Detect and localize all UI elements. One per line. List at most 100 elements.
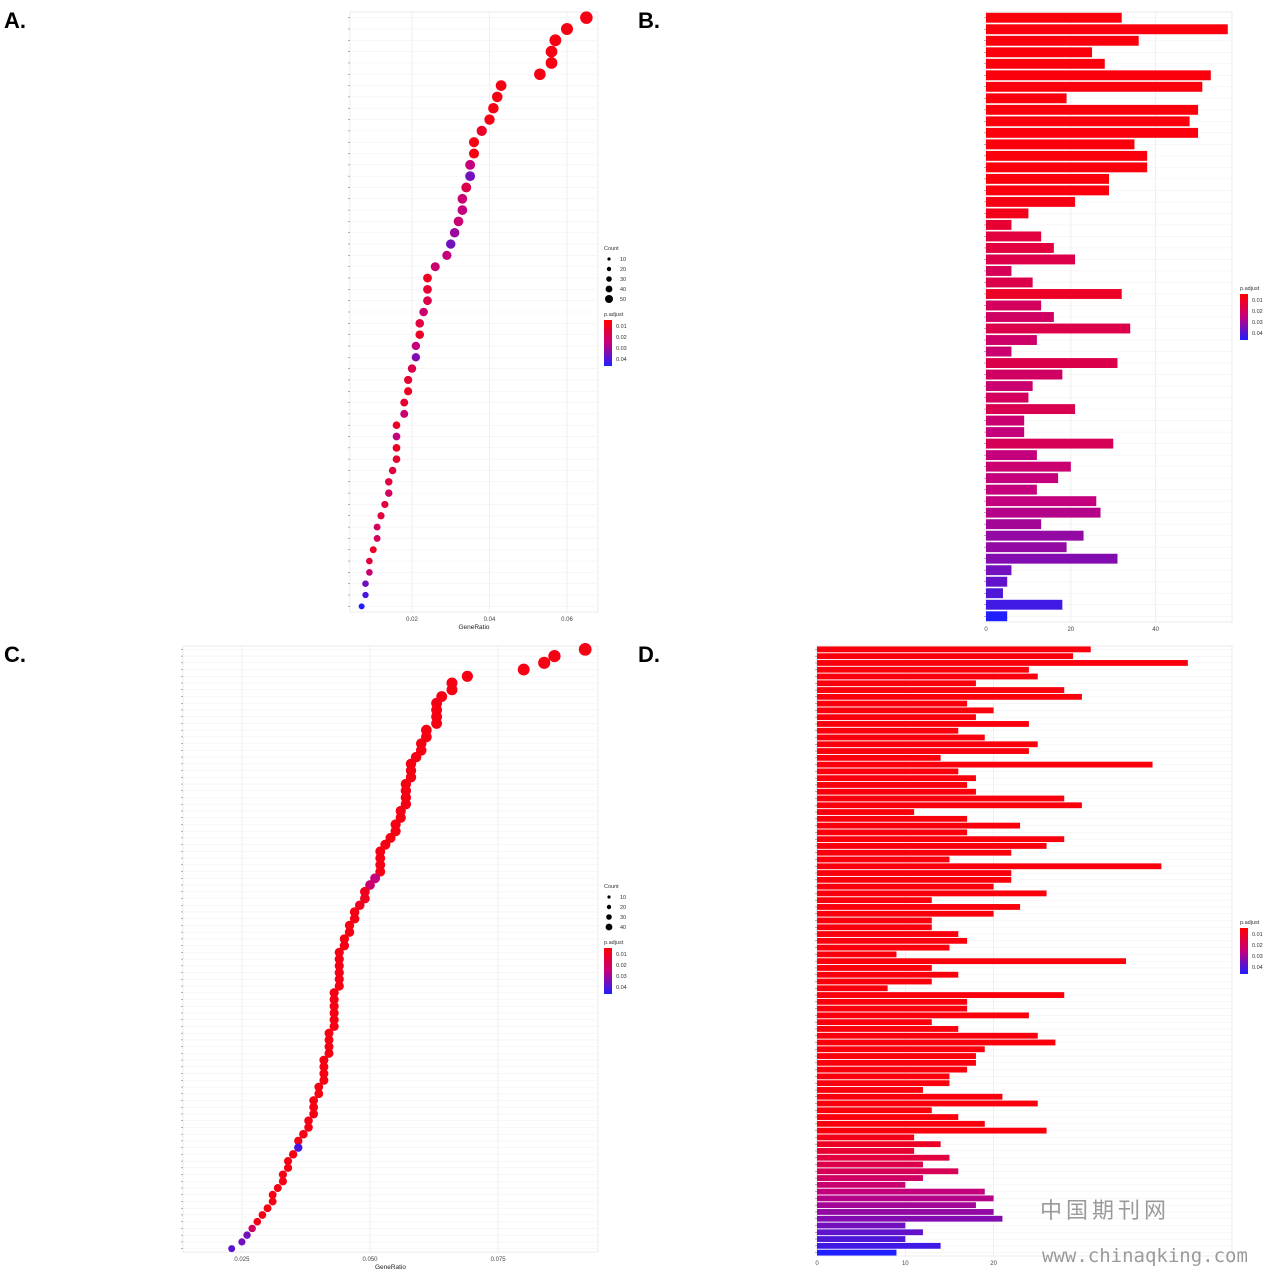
panel-c-dot xyxy=(578,642,592,656)
panel-b-bar xyxy=(986,104,1199,115)
panel-b-x-tick-label: 0 xyxy=(984,627,988,633)
panel-d-bar xyxy=(817,1181,906,1188)
watermark-chinese: 中国期刊网 xyxy=(1040,1199,1170,1224)
panel-d-bar xyxy=(817,897,932,904)
panel-c-dot xyxy=(354,900,365,911)
panel-c-dot xyxy=(304,1123,313,1132)
panel-b-padj-legend-label: 0.01 xyxy=(1252,298,1263,304)
panel-a-dot xyxy=(534,68,546,81)
panel-d-bar xyxy=(817,829,968,836)
panel-d-padj-legend-title: p.adjust xyxy=(1240,920,1260,926)
panel-a-x-tick-label: 0.02 xyxy=(406,617,418,623)
panel-c-dot xyxy=(319,1062,329,1072)
panel-d-letter: D. xyxy=(638,642,660,667)
panel-b-bar xyxy=(986,289,1122,299)
panel-a-dot xyxy=(495,80,507,91)
panel-c-count-legend-dot xyxy=(606,904,612,910)
panel-b-bar xyxy=(986,12,1122,23)
panel-a-dot xyxy=(366,557,373,565)
panel-d-bar xyxy=(817,815,968,822)
panel-c-dot xyxy=(329,1001,339,1011)
panel-c-dot xyxy=(309,1096,319,1105)
panel-a-dot xyxy=(430,262,440,272)
panel-d-bar xyxy=(817,958,1127,965)
panel-d-bar xyxy=(817,646,1091,653)
panel-b-bar xyxy=(986,139,1135,150)
panel-d-x-tick-label: 20 xyxy=(990,1261,997,1267)
panel-d-bar xyxy=(817,1019,932,1026)
panel-a-dot xyxy=(468,148,480,159)
panel-d-bar xyxy=(817,687,1065,693)
panel-a-dot xyxy=(373,523,381,531)
panel-b-bar xyxy=(986,358,1118,368)
panel-c-count-legend-label: 30 xyxy=(620,915,626,921)
panel-d-bar xyxy=(817,1236,906,1242)
panel-a-dot xyxy=(400,398,409,407)
panel-d-bar xyxy=(817,951,897,958)
panel-c-dot xyxy=(380,839,391,850)
panel-d-padj-legend-label: 0.01 xyxy=(1252,932,1263,938)
panel-c-x-tick-label: 0.075 xyxy=(491,1257,507,1263)
panel-c-dot xyxy=(334,961,344,971)
panel-b-padj-legend-label: 0.04 xyxy=(1252,331,1263,337)
panel-b-bar xyxy=(986,542,1067,553)
panel-b-bar xyxy=(986,231,1042,242)
panel-d-bar xyxy=(817,1229,923,1236)
panel-b-bar xyxy=(986,266,1012,276)
panel-a-dot xyxy=(381,500,389,509)
panel-a-dot xyxy=(362,591,369,599)
panel-d-bar xyxy=(817,1209,994,1215)
panel-b-bar xyxy=(986,438,1114,449)
panel-c-dot xyxy=(258,1211,267,1219)
panel-a-dot xyxy=(423,273,432,283)
panel-d-bar xyxy=(817,863,1162,870)
watermark-url: www.chinaqking.com xyxy=(1042,1245,1248,1267)
panel-c-dot xyxy=(238,1238,246,1246)
panel-c-dot xyxy=(283,1163,293,1172)
panel-a-count-legend-dot xyxy=(606,266,612,272)
panel-d-bar xyxy=(817,992,1065,998)
panel-d-bar xyxy=(817,727,959,734)
panel-b-bar xyxy=(986,242,1054,253)
panel-c-padj-legend-label: 0.01 xyxy=(616,952,627,958)
panel-a-padj-legend-label: 0.03 xyxy=(616,346,627,352)
panel-b-bar xyxy=(986,519,1042,530)
panel-a-dot xyxy=(392,432,401,441)
panel-b-bar xyxy=(986,208,1029,219)
panel-c-dot xyxy=(319,1069,329,1079)
panel-d-bar xyxy=(817,653,1074,660)
panel-d-bar xyxy=(817,700,968,707)
panel-a-dot xyxy=(453,216,464,227)
panel-b-bar xyxy=(986,185,1109,196)
panel-d-bar xyxy=(817,876,1012,883)
panel-c-padj-legend-label: 0.04 xyxy=(616,985,627,991)
panel-d-bar xyxy=(817,1114,959,1120)
panel-d-bar xyxy=(817,1026,959,1032)
panel-d-bar xyxy=(817,1202,976,1209)
panel-c-dot xyxy=(349,907,360,917)
panel-a-dot xyxy=(545,57,558,69)
panel-c-dot xyxy=(324,1035,334,1045)
panel-d-bar xyxy=(817,822,1021,829)
panel-d-bar xyxy=(817,1012,1029,1019)
panel-a-count-legend-label: 40 xyxy=(620,287,626,293)
panel-d-x-tick-label: 10 xyxy=(902,1261,909,1267)
panel-c-dot xyxy=(517,663,530,676)
panel-d-bar xyxy=(817,1242,941,1249)
panel-d-bar xyxy=(817,1249,897,1256)
panel-a-dot xyxy=(423,284,432,294)
panel-d-bar xyxy=(817,1059,976,1066)
panel-b-barplot: 0 20 40 p.adjust 0.01 0.02 0.03 0.04 xyxy=(984,11,1263,633)
panel-a-dot xyxy=(488,102,499,114)
panel-b-letter: B. xyxy=(638,8,660,33)
panel-a-dot xyxy=(404,375,413,385)
panel-b-bar xyxy=(986,173,1109,184)
panel-b-bar xyxy=(986,369,1063,380)
panel-a-dot xyxy=(400,409,409,418)
panel-a-count-legend-label: 20 xyxy=(620,267,626,273)
panel-b-bar xyxy=(986,530,1084,541)
panel-a-dot xyxy=(476,125,487,136)
panel-d-bar xyxy=(817,1188,985,1195)
panel-c-dot xyxy=(344,920,355,931)
